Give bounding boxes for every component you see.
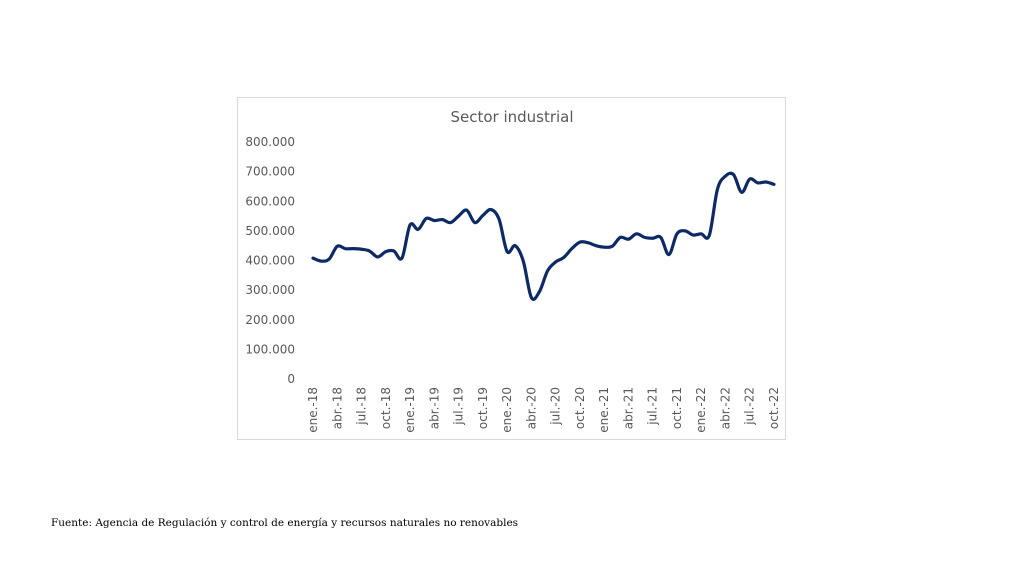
y-tick-label: 600.000: [245, 194, 295, 208]
x-tick-label: ene.-18: [306, 387, 320, 433]
x-tick-label: oct.-21: [670, 387, 684, 429]
x-axis-tick-labels: ene.-18 abr.-18 jul.-18 oct.-18 ene.-19 abr.-…: [306, 387, 781, 433]
series-layer: [311, 171, 776, 301]
x-tick-label: ene.-19: [403, 387, 417, 433]
x-tick-label: jul.-19: [452, 387, 466, 426]
y-tick-label: 400.000: [245, 254, 295, 268]
y-tick-label: 500.000: [245, 224, 295, 238]
y-tick-label: 0: [287, 372, 295, 386]
chart-area: Sector industrial 0 100.000 200.000 300.000…: [237, 97, 786, 440]
x-tick-label: ene.-21: [597, 387, 611, 433]
line-chart: Sector industrial 0 100.000 200.000 300.000…: [245, 108, 781, 433]
x-tick-label: jul.-22: [743, 387, 757, 426]
x-tick-label: abr.-20: [524, 387, 538, 429]
x-tick-label: jul.-21: [646, 387, 660, 426]
y-tick-label: 700.000: [245, 165, 295, 179]
x-tick-label: abr.-18: [330, 387, 344, 429]
x-tick-label: jul.-18: [355, 387, 369, 426]
y-axis-tick-labels: 0 100.000 200.000 300.000 400.000 500.000 600.…: [245, 135, 295, 386]
x-tick-label: oct.-20: [573, 387, 587, 429]
y-tick-label: 800.000: [245, 135, 295, 149]
source-note: Fuente: Agencia de Regulación y control …: [51, 517, 519, 529]
x-tick-label: abr.-21: [621, 387, 635, 429]
y-tick-label: 100.000: [245, 342, 295, 356]
x-tick-label: jul.-20: [549, 387, 563, 426]
x-tick-label: ene.-22: [694, 387, 708, 433]
x-tick-label: ene.-20: [500, 387, 514, 433]
x-tick-label: abr.-19: [427, 387, 441, 429]
x-tick-label: abr.-22: [718, 387, 732, 429]
series-line: [311, 171, 776, 301]
x-tick-label: oct.-18: [379, 387, 393, 429]
y-tick-label: 300.000: [245, 283, 295, 297]
chart-title: Sector industrial: [450, 108, 573, 126]
x-tick-label: oct.-22: [767, 387, 781, 429]
x-tick-label: oct.-19: [476, 387, 490, 429]
y-tick-label: 200.000: [245, 313, 295, 327]
